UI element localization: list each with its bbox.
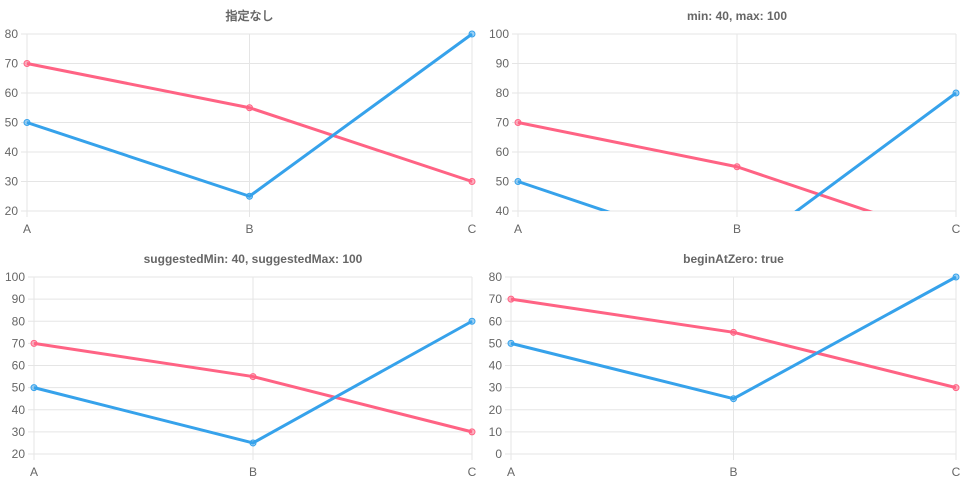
chart-title: min: 40, max: 100 [687,9,787,23]
data-point[interactable] [507,295,515,303]
series-group [507,273,960,403]
data-point[interactable] [514,119,522,126]
data-point[interactable] [468,428,476,436]
series-group [514,89,960,211]
data-point[interactable] [249,439,257,447]
y-tick-label: 70 [12,336,26,350]
data-point[interactable] [952,273,960,281]
series-group [30,317,476,447]
x-tick-label: A [507,465,515,479]
y-tick-label: 70 [5,57,19,71]
chart-suggested-min-max: suggestedMin: 40, suggestedMax: 100 20 30 4… [5,252,477,479]
y-tick-label: 80 [489,270,503,284]
y-tick-label: 50 [5,116,19,130]
data-point[interactable] [468,178,476,185]
y-tick-label: 80 [12,314,26,328]
y-tick-label: 50 [489,336,503,350]
data-point[interactable] [30,384,38,392]
y-tick-label: 40 [496,204,510,218]
y-tick-label: 30 [12,425,26,439]
data-point[interactable] [468,317,476,325]
y-tick-label: 50 [12,381,26,395]
y-tick-label: 90 [496,57,510,71]
x-tick-label: A [23,222,31,236]
y-tick-label: 70 [489,292,503,306]
y-tick-label: 40 [489,359,503,373]
y-tick-label: 100 [5,270,25,284]
data-point[interactable] [23,119,31,126]
data-point[interactable] [952,89,960,97]
x-tick-label: C [468,222,477,236]
chart-begin-at-zero: beginAtZero: true 0 10 20 30 40 50 60 70 80 A B C [489,252,961,479]
y-tick-label: 30 [489,381,503,395]
chart-title: suggestedMin: 40, suggestedMax: 100 [144,252,363,266]
y-tick-label: 90 [12,292,26,306]
x-tick-label: B [729,465,737,479]
y-tick-label: 100 [489,27,509,41]
y-tick-label: 20 [12,447,26,461]
data-point[interactable] [246,192,253,200]
data-point[interactable] [249,373,257,381]
data-point[interactable] [30,339,38,347]
x-tick-label: C [952,465,961,479]
x-tick-label: B [245,222,253,236]
y-tick-label: 30 [5,175,19,189]
data-point[interactable] [730,328,737,336]
y-tick-label: 0 [495,447,502,461]
y-tick-label: 60 [5,86,19,100]
data-point[interactable] [952,384,960,392]
data-point[interactable] [246,104,253,112]
series-line-2 [517,91,957,211]
y-tick-label: 20 [489,403,503,417]
data-point[interactable] [23,60,31,67]
y-tick-label: 60 [12,359,26,373]
x-tick-label: A [514,222,522,236]
chart-title: 指定なし [225,8,273,23]
y-tick-label: 60 [489,314,503,328]
data-point[interactable] [730,395,737,403]
data-point[interactable] [468,30,476,38]
x-tick-label: B [249,465,257,479]
chart-min-max: min: 40, max: 100 40 50 60 70 80 90 100 A B C [489,9,961,236]
data-point[interactable] [733,163,741,171]
y-tick-label: 80 [496,86,510,100]
y-tick-label: 60 [496,145,510,159]
y-tick-label: 70 [496,116,510,130]
y-tick-label: 40 [5,145,19,159]
data-point[interactable] [507,339,515,347]
y-tick-label: 50 [496,175,510,189]
x-tick-label: C [952,222,961,236]
y-tick-label: 40 [12,403,26,417]
chart-title: beginAtZero: true [683,252,784,266]
series-group [23,30,476,200]
y-tick-label: 10 [489,425,503,439]
x-tick-label: B [733,222,741,236]
chart-no-options: 指定なし 20 30 40 50 60 70 80 A B C [5,8,477,236]
y-tick-label: 20 [5,204,19,218]
data-point[interactable] [514,178,522,185]
x-tick-label: A [30,465,38,479]
y-tick-label: 80 [5,27,19,41]
x-tick-label: C [468,465,477,479]
